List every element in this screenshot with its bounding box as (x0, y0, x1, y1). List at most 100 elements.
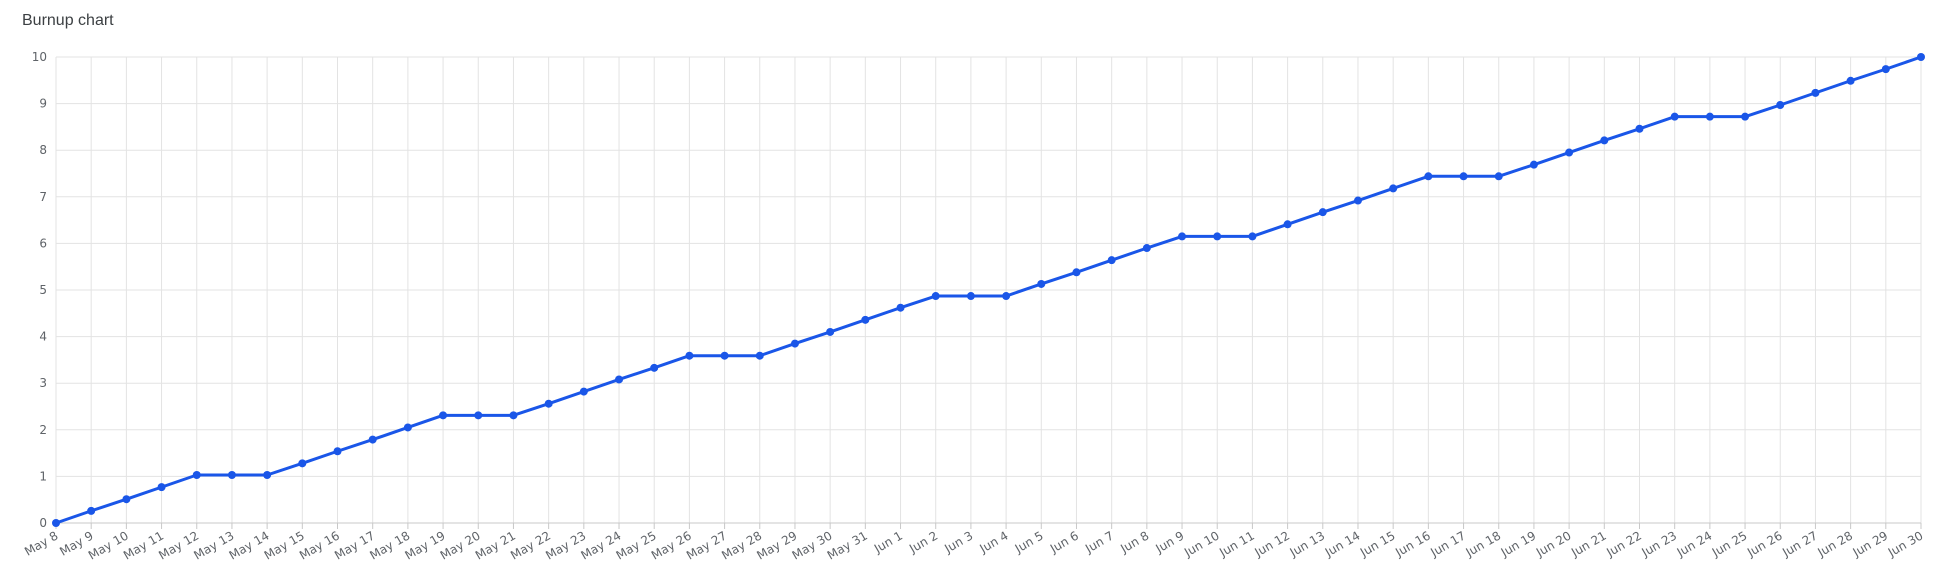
data-point[interactable] (87, 506, 96, 515)
x-tick-label: May 8 (22, 528, 60, 558)
axes (55, 522, 1922, 529)
data-point[interactable] (1002, 292, 1011, 301)
x-tick-label: Jun 27 (1779, 528, 1820, 560)
data-point[interactable] (931, 292, 940, 301)
data-point[interactable] (861, 315, 870, 324)
x-tick-label: Jun 1 (871, 528, 905, 556)
data-point[interactable] (509, 411, 518, 420)
data-point[interactable] (720, 351, 729, 360)
data-point[interactable] (263, 471, 272, 480)
data-point[interactable] (192, 471, 201, 480)
x-tick-label: Jun 26 (1744, 528, 1785, 560)
y-tick-label: 3 (39, 376, 47, 390)
data-point[interactable] (896, 303, 905, 312)
data-point[interactable] (1846, 76, 1855, 85)
x-tick-label: Jun 23 (1639, 528, 1680, 560)
y-tick-label: 7 (39, 190, 47, 204)
x-tick-label: Jun 22 (1603, 528, 1644, 560)
y-tick-labels: 0 1 2 3 4 5 6 7 8 9 10 (32, 50, 47, 530)
data-point[interactable] (1072, 268, 1081, 277)
x-tick-label: Jun 2 (906, 528, 940, 556)
data-point[interactable] (1248, 232, 1257, 241)
x-tick-label: Jun 7 (1082, 528, 1116, 556)
y-tick-label: 4 (39, 330, 47, 344)
data-point[interactable] (1353, 196, 1362, 205)
data-point[interactable] (1389, 184, 1398, 193)
x-tick-label: Jun 3 (941, 528, 975, 556)
x-tick-label: Jun 8 (1117, 528, 1151, 556)
data-point[interactable] (1494, 172, 1503, 181)
data-point[interactable] (227, 471, 236, 480)
data-point[interactable] (474, 411, 483, 420)
x-tick-label: Jun 13 (1287, 528, 1328, 560)
data-point[interactable] (403, 423, 412, 432)
y-tick-label: 6 (39, 236, 47, 250)
data-point[interactable] (1107, 256, 1116, 265)
data-point[interactable] (1565, 148, 1574, 157)
x-tick-label: Jun 18 (1463, 528, 1504, 560)
data-point[interactable] (333, 447, 342, 456)
data-point[interactable] (1318, 208, 1327, 217)
y-tick-label: 1 (39, 469, 47, 483)
y-tick-label: 2 (39, 423, 47, 437)
data-point[interactable] (579, 387, 588, 396)
x-tick-label: Jun 11 (1216, 528, 1257, 560)
data-point[interactable] (1459, 172, 1468, 181)
data-point[interactable] (157, 483, 166, 492)
data-point[interactable] (1741, 112, 1750, 121)
data-point[interactable] (1178, 232, 1187, 241)
x-tick-label: Jun 21 (1568, 528, 1609, 560)
data-point[interactable] (790, 339, 799, 348)
data-point[interactable] (368, 435, 377, 444)
grid (55, 56, 1922, 524)
data-point[interactable] (1917, 53, 1925, 61)
data-point[interactable] (298, 459, 307, 468)
data-point[interactable] (1600, 136, 1609, 145)
data-point[interactable] (826, 327, 835, 336)
data-point[interactable] (1670, 112, 1679, 121)
data-point[interactable] (685, 351, 694, 360)
y-tick-label: 9 (39, 97, 47, 111)
x-tick-label: Jun 17 (1427, 528, 1468, 560)
x-tick-label: Jun 24 (1674, 528, 1715, 560)
x-tick-label: Jun 15 (1357, 528, 1398, 560)
data-point[interactable] (1705, 112, 1714, 121)
data-point[interactable] (1635, 124, 1644, 133)
chart-title: Burnup chart (22, 12, 114, 29)
x-tick-label: May 31 (825, 528, 870, 562)
data-point[interactable] (544, 399, 553, 408)
data-point[interactable] (122, 495, 131, 504)
data-series (52, 53, 1925, 527)
y-tick-label: 10 (32, 50, 47, 64)
data-point[interactable] (1424, 172, 1433, 181)
x-tick-label: Jun 29 (1850, 528, 1891, 560)
y-tick-label: 0 (39, 516, 47, 530)
data-point[interactable] (615, 375, 624, 384)
y-tick-label: 8 (39, 143, 47, 157)
data-point[interactable] (1881, 65, 1890, 74)
data-point[interactable] (1529, 160, 1538, 169)
x-tick-label: Jun 25 (1709, 528, 1750, 560)
x-tick-label: Jun 9 (1153, 528, 1187, 556)
x-tick-label: Jun 4 (977, 528, 1011, 556)
data-point[interactable] (52, 519, 60, 527)
x-tick-label: Jun 19 (1498, 528, 1539, 560)
x-tick-label: Jun 30 (1885, 528, 1926, 560)
data-point[interactable] (1037, 279, 1046, 288)
x-tick-label: Jun 28 (1814, 528, 1855, 560)
data-point[interactable] (1142, 244, 1151, 253)
x-tick-label: Jun 16 (1392, 528, 1433, 560)
data-point[interactable] (966, 292, 975, 301)
x-tick-label: Jun 14 (1322, 528, 1363, 560)
x-tick-label: Jun 5 (1012, 528, 1046, 556)
data-point[interactable] (1213, 232, 1222, 241)
data-point[interactable] (1776, 100, 1785, 109)
data-point[interactable] (650, 363, 659, 372)
data-point[interactable] (755, 351, 764, 360)
series-line (54, 55, 1923, 525)
data-point[interactable] (439, 411, 448, 420)
x-tick-label: Jun 20 (1533, 528, 1574, 560)
data-point[interactable] (1811, 88, 1820, 97)
data-point[interactable] (1283, 220, 1292, 229)
